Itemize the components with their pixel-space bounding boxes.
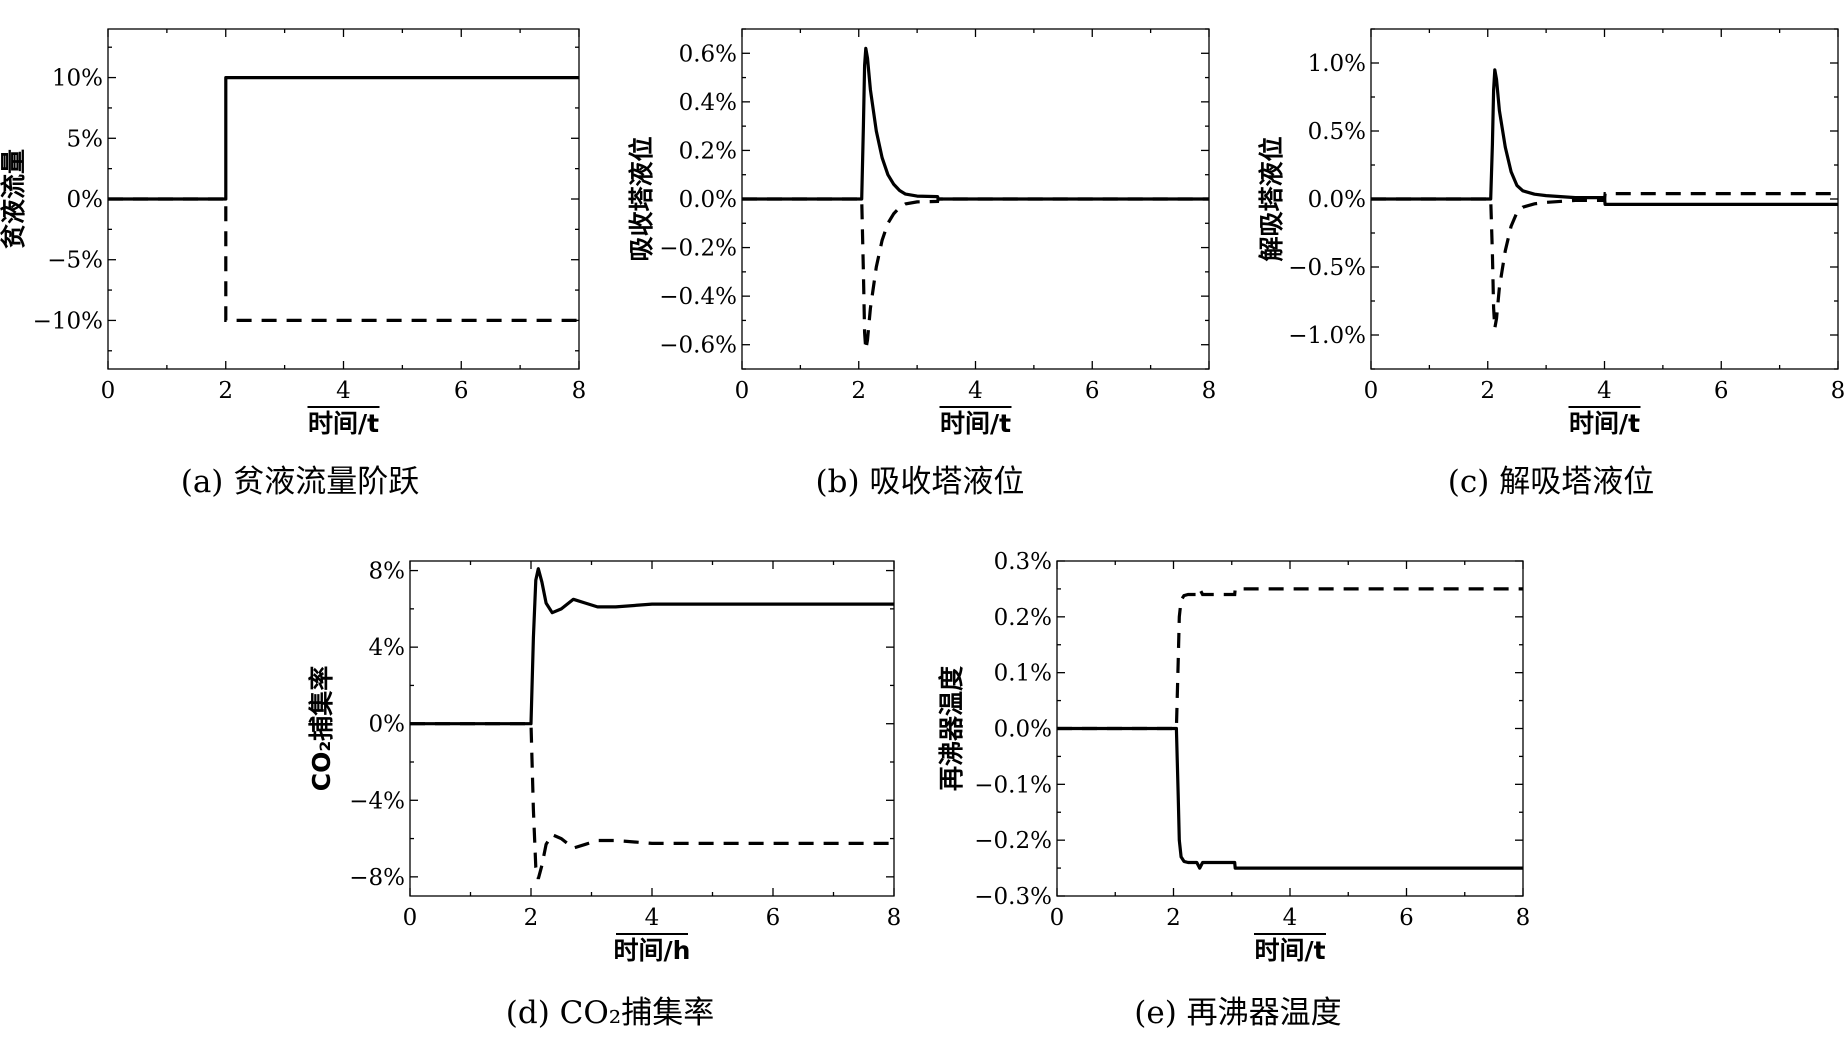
x-tick-label: 6 [1399,905,1414,931]
series-line-solid [742,46,1209,201]
y-tick-label: 0.0% [679,187,737,213]
y-tick-label: −10% [33,308,103,334]
caption: (b) 吸收塔液位 [816,464,1025,500]
y-tick-label: −0.3% [974,884,1052,910]
x-tick-label: 6 [766,905,781,931]
y-tick-label: −0.4% [659,284,737,310]
caption: (a) 贫液流量阶跃 [181,464,420,500]
y-axis-label: 吸收塔液位 [627,136,656,261]
y-tick-label: 0.2% [679,138,737,164]
x-tick-label: 4 [645,905,660,931]
x-tick-label: 8 [887,905,902,931]
x-tick-label: 0 [1050,905,1065,931]
x-tick-label: 2 [851,378,866,404]
x-tick-label: 8 [1202,378,1217,404]
series-line-dashed [108,197,579,322]
y-tick-label: −8% [349,865,405,891]
y-tick-label: 0.0% [1308,187,1366,213]
x-tick-label: 6 [1714,378,1729,404]
x-tick-label: 4 [336,378,351,404]
chart-panel-1: 0 2 4 6 8 0.6% 0.4% 0.2% 0.0% −0.2% −0.4% −0.6% 时间/t… [627,28,1217,500]
chart-panel-2: 0 2 4 6 8 1.0% 0.5% 0.0% −0.5% −1.0% 时间/t 解吸塔液位 (c) … [1257,28,1846,500]
series-line-solid [1371,68,1838,206]
y-tick-label: −0.2% [974,828,1052,854]
chart-panel-3: 0 2 4 6 8 8% 4% 0% −4% −8% 时间/h CO₂捕集率 (d) CO₂捕集率 [307,559,901,1031]
x-tick-label: 0 [1364,378,1379,404]
chart-panel-4: 0 2 4 6 8 0.3% 0.2% 0.1% 0.0% −0.1% −0.2% −0.3% 时间/t… [937,549,1530,1031]
y-tick-label: 8% [369,559,406,585]
x-tick-label: 2 [524,905,539,931]
y-tick-label: −1.0% [1288,323,1366,349]
x-axis-label: 时间/t [308,409,379,438]
plot-frame [409,560,895,897]
y-tick-label: 0.2% [994,605,1052,631]
x-axis-label: 时间/h [614,936,691,965]
series-line-solid [410,567,894,726]
series-line-solid [1057,726,1523,870]
y-tick-label: 10% [52,66,103,92]
series-line-dashed [1057,585,1523,731]
x-tick-label: 6 [1085,378,1100,404]
y-tick-label: 1.0% [1308,51,1366,77]
y-axis-label: CO₂捕集率 [307,666,336,792]
x-tick-label: 2 [1166,905,1181,931]
y-tick-label: 0.0% [994,717,1052,743]
caption: (c) 解吸塔液位 [1448,464,1654,500]
x-axis-label: 时间/t [1254,936,1325,965]
y-tick-label: −0.6% [659,333,737,359]
x-tick-label: 8 [1831,378,1846,404]
series-line-solid [108,76,579,201]
x-tick-label: 0 [101,378,116,404]
caption: (e) 再沸器温度 [1134,995,1341,1031]
y-tick-label: 0.4% [679,90,737,116]
x-axis-label: 时间/t [940,409,1011,438]
y-tick-label: 4% [369,635,406,661]
series-line-dashed [410,722,894,880]
caption: (d) CO₂捕集率 [506,995,714,1031]
chart-panel-0: 0 2 4 6 8 10% 5% 0% −5% −10% 时间/t 贫液流量 (a) 贫液流量阶跃 [0,28,587,500]
x-tick-label: 0 [735,378,750,404]
y-tick-label: −0.1% [974,772,1052,798]
series-line-dashed [742,197,1209,350]
y-tick-label: 0.1% [994,661,1052,687]
x-tick-label: 2 [1480,378,1495,404]
x-tick-label: 2 [218,378,233,404]
y-tick-label: −4% [349,788,405,814]
y-tick-label: −5% [47,248,103,274]
x-tick-label: 0 [403,905,418,931]
series-line-dashed [1371,192,1838,329]
y-tick-label: 0.3% [994,549,1052,575]
y-tick-label: 0.5% [1308,119,1366,145]
y-tick-label: 0% [369,712,406,738]
y-axis-label: 贫液流量 [0,149,28,249]
y-tick-label: 0.6% [679,41,737,67]
x-axis-label: 时间/t [1569,409,1640,438]
x-tick-label: 8 [1516,905,1531,931]
y-tick-label: −0.5% [1288,255,1366,281]
y-axis-label: 解吸塔液位 [1257,136,1286,261]
x-tick-label: 8 [572,378,587,404]
x-tick-label: 6 [454,378,469,404]
y-axis-label: 再沸器温度 [937,666,966,791]
y-tick-label: −0.2% [659,236,737,262]
x-tick-label: 4 [1283,905,1298,931]
x-tick-label: 4 [1597,378,1612,404]
y-tick-label: 5% [67,126,104,152]
x-tick-label: 4 [968,378,983,404]
y-tick-label: 0% [67,187,104,213]
